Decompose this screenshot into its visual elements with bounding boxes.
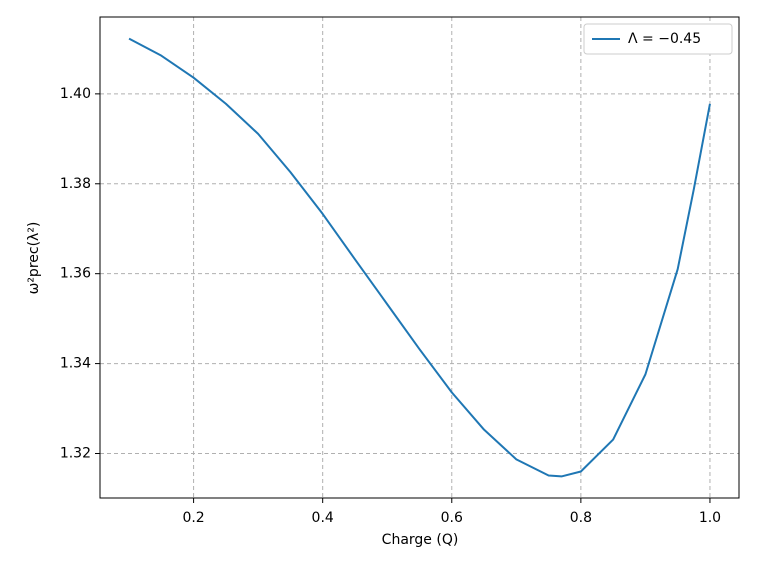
- x-tick-label: 0.8: [570, 510, 592, 526]
- y-tick-label: 1.38: [60, 176, 91, 192]
- x-axis-label: Charge (Q): [382, 532, 459, 548]
- legend: Λ = −0.45: [583, 23, 733, 55]
- y-tick-label: 1.40: [60, 86, 91, 102]
- x-tick-label: 0.6: [441, 510, 463, 526]
- y-tick-label: 1.32: [60, 445, 91, 461]
- line-series: [128, 37, 711, 478]
- x-tick-label: 0.4: [312, 510, 334, 526]
- x-tick-label: 0.2: [182, 510, 204, 526]
- y-tick-label: 1.36: [60, 266, 91, 282]
- plot-frame: [99, 16, 740, 499]
- y-tick-label: 1.34: [60, 356, 91, 372]
- y-axis-label: ω²prec(λ²): [26, 222, 42, 295]
- legend-label: Λ = −0.45: [628, 31, 701, 47]
- x-tick-label: 1.0: [699, 510, 721, 526]
- legend-box: [583, 23, 733, 55]
